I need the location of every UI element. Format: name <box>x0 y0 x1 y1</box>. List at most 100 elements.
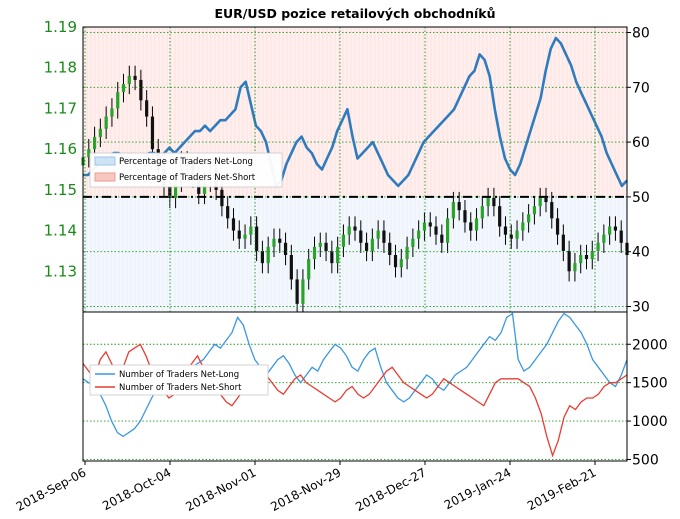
price-candle <box>573 263 577 272</box>
top-panel: Percentage of Traders Net-Long Percentage… <box>81 27 629 315</box>
price-candle <box>336 246 340 264</box>
price-candle <box>104 116 108 129</box>
price-tick-label: 1.18 <box>44 59 77 77</box>
price-candle <box>110 108 114 117</box>
price-candle <box>289 255 293 280</box>
price-candle <box>492 198 496 207</box>
price-candle <box>486 198 490 207</box>
price-candle <box>417 230 421 239</box>
bottom-legend: Number of Traders Net-Long Number of Trad… <box>89 364 269 396</box>
price-candle <box>445 218 450 243</box>
price-tick-label: 1.16 <box>44 140 77 158</box>
x-tick-label: 2019-Jan-24 <box>442 465 514 512</box>
legend-swatch-net-short <box>94 172 116 182</box>
percent-tick-label: 40 <box>632 245 650 261</box>
price-candle <box>399 259 403 268</box>
price-candle <box>388 242 392 255</box>
price-candle <box>451 202 455 219</box>
price-candle <box>608 226 612 235</box>
price-candle <box>243 234 247 239</box>
price-tick-label: 1.15 <box>44 181 77 199</box>
price-candle <box>98 128 102 137</box>
price-candle <box>353 226 357 231</box>
price-candle <box>237 230 241 239</box>
price-candle <box>440 234 444 243</box>
price-candle <box>347 226 351 235</box>
price-candle <box>550 202 554 219</box>
net-long-percentage-line <box>83 36 628 188</box>
price-candle <box>457 202 461 211</box>
price-candle <box>330 250 334 264</box>
price-candle <box>231 218 236 231</box>
percent-tick-label: 30 <box>632 300 650 316</box>
percent-tick-label: 70 <box>632 80 650 96</box>
price-candle <box>370 238 374 251</box>
price-candle <box>359 230 363 243</box>
bottom-panel-frame <box>82 311 628 462</box>
price-candle <box>260 250 265 264</box>
x-tick-label: 2018-Nov-01 <box>183 465 258 514</box>
price-candle <box>405 246 409 260</box>
price-candle <box>584 255 589 260</box>
price-candle <box>324 242 328 251</box>
price-candle <box>469 222 473 231</box>
price-candle <box>283 242 288 255</box>
legend-box <box>89 152 283 188</box>
price-tick-label: 1.13 <box>44 262 77 280</box>
price-candle <box>272 238 276 247</box>
price-candle <box>364 242 369 251</box>
legend-label-net-short: Percentage of Traders Net-Short <box>119 173 256 183</box>
price-candle <box>555 218 560 235</box>
price-candle <box>312 246 317 260</box>
price-tick-label: 1.17 <box>44 99 77 117</box>
price-candle <box>619 230 623 243</box>
price-candle <box>428 222 432 227</box>
price-candle <box>480 206 484 219</box>
price-tick-label: 1.19 <box>44 18 77 36</box>
chart-title: EUR/USD pozice retailových obchodníků <box>214 6 495 21</box>
price-candle <box>278 238 282 243</box>
count-tick-label: 1500 <box>632 376 668 392</box>
price-candle <box>307 259 311 280</box>
price-candle <box>150 116 155 150</box>
price-candle <box>249 226 253 235</box>
price-candle <box>532 206 537 215</box>
price-candle <box>579 255 583 264</box>
price-candle <box>515 230 519 239</box>
legend-swatch-net-long <box>94 156 116 166</box>
count-tick-label: 2000 <box>632 337 668 353</box>
legend-label-net-long-count: Number of Traders Net-Long <box>119 370 239 380</box>
price-candle <box>382 230 386 243</box>
price-candle <box>613 226 618 231</box>
price-candle <box>301 279 305 304</box>
price-candle <box>121 84 126 93</box>
x-tick-label: 2018-Dec-27 <box>353 465 428 514</box>
x-tick-label: 2019-Feb-21 <box>525 465 598 513</box>
price-candle <box>596 242 600 251</box>
price-candle <box>127 75 131 84</box>
legend-label-net-short-count: Number of Traders Net-Short <box>119 383 242 393</box>
price-candle <box>226 206 230 219</box>
price-candle <box>463 210 467 223</box>
price-candle <box>266 246 270 264</box>
price-candle <box>561 234 565 251</box>
legend-label-net-long: Percentage of Traders Net-Long <box>119 157 253 167</box>
price-candle <box>87 149 91 158</box>
price-tick-label: 1.14 <box>44 222 77 240</box>
price-candle <box>411 238 415 247</box>
percent-tick-label: 50 <box>632 190 650 206</box>
x-tick-label: 2018-Nov-29 <box>268 465 343 514</box>
price-candle <box>521 222 525 231</box>
price-candle <box>255 226 259 251</box>
price-candle <box>173 181 178 198</box>
price-candle <box>422 222 427 231</box>
price-candle <box>133 75 137 80</box>
price-candle <box>527 214 531 223</box>
price-candle <box>434 226 438 235</box>
price-candle <box>509 234 513 239</box>
price-candle <box>116 92 120 109</box>
percent-tick-label: 80 <box>632 25 650 41</box>
price-candle <box>145 100 149 117</box>
price-candle <box>567 250 571 272</box>
